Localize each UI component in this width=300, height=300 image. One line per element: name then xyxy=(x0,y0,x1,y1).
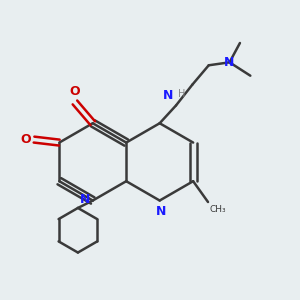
Text: H: H xyxy=(178,89,185,100)
Text: CH₃: CH₃ xyxy=(209,205,226,214)
Text: N: N xyxy=(224,56,235,69)
Text: O: O xyxy=(70,85,80,98)
Text: N: N xyxy=(163,89,173,102)
Text: N: N xyxy=(80,194,90,206)
Text: N: N xyxy=(156,205,166,218)
Text: O: O xyxy=(20,133,31,146)
